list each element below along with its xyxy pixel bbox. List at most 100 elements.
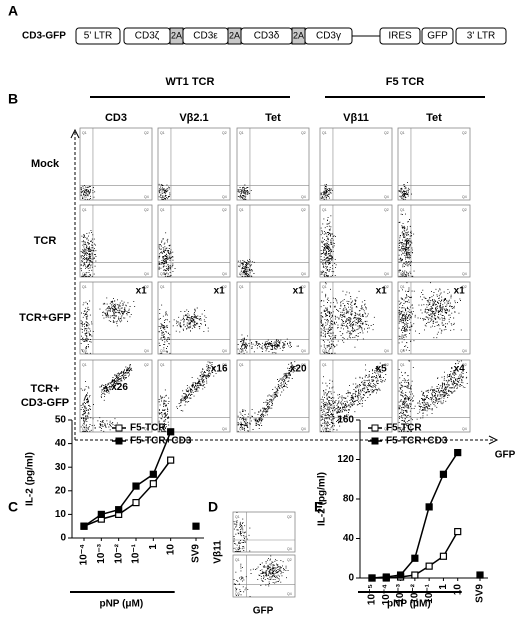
label: IRES [388, 31, 412, 42]
label: x26 [111, 382, 128, 393]
flow-plot [397, 127, 471, 201]
label: Q1 [239, 285, 244, 289]
label: Q2 [287, 558, 292, 562]
label: Q4 [301, 349, 306, 353]
label: Q2 [222, 131, 227, 135]
label: Q1 [400, 363, 405, 367]
label: 10 [452, 584, 463, 596]
label: F5 TCR [386, 76, 425, 88]
dot-cloud [80, 230, 97, 277]
marker [132, 482, 140, 490]
label: 10 [165, 544, 176, 556]
label: B [8, 91, 18, 107]
label: Q2 [287, 515, 292, 519]
label: Q1 [322, 363, 327, 367]
dot-cloud [398, 213, 415, 277]
label: A [8, 3, 18, 19]
label: IL-2 (pg/ml) [317, 472, 328, 526]
label: pNP (μM) [387, 599, 431, 610]
label: Q3 [400, 349, 405, 353]
label: Q2 [222, 285, 227, 289]
label: 2A [229, 30, 240, 40]
label: Q2 [462, 208, 467, 212]
label: 10⁻⁴ [381, 584, 392, 605]
label: Q3 [82, 349, 87, 353]
label: Q4 [222, 195, 227, 199]
label: IL-2 (pg/ml) [25, 452, 36, 506]
flow-plot [79, 127, 153, 201]
flow-plot [236, 127, 310, 201]
label: Q2 [144, 285, 149, 289]
dot-cloud [158, 361, 217, 432]
flow-plot [236, 204, 310, 278]
label: x1 [376, 285, 388, 296]
construct-box [75, 27, 121, 45]
label: 1 [438, 584, 449, 590]
label: Q1 [322, 131, 327, 135]
label: Q2 [144, 131, 149, 135]
dot-cloud [237, 184, 252, 200]
label: Q3 [322, 195, 327, 199]
marker [439, 552, 448, 560]
flow-plot [397, 359, 471, 433]
label: Q3 [160, 349, 165, 353]
label: x16 [211, 363, 228, 374]
legend-marker [115, 437, 123, 445]
label: Q1 [235, 515, 240, 519]
label: Q4 [384, 195, 389, 199]
label: Q2 [222, 363, 227, 367]
arrow [488, 435, 499, 445]
label: F5-TCR+CD3 [130, 436, 192, 447]
label: Q3 [160, 427, 165, 431]
marker [396, 571, 405, 579]
label: D [208, 499, 218, 515]
marker [149, 480, 157, 488]
label: Q1 [82, 363, 87, 367]
label: Vβ11 [343, 112, 369, 124]
label: CD3ζ [135, 31, 160, 42]
label: 1 [148, 544, 159, 550]
label: CD3γ [316, 31, 341, 42]
label: Q4 [301, 195, 306, 199]
label: Q2 [301, 285, 306, 289]
label: Q3 [235, 592, 240, 596]
marker [425, 562, 433, 570]
marker [382, 573, 390, 581]
label: Q4 [144, 195, 149, 199]
flow-plot [236, 281, 310, 355]
label: SV9 [191, 544, 202, 563]
label: Q3 [322, 427, 327, 431]
dot-cloud [80, 184, 96, 200]
label: Tet [426, 112, 442, 124]
label: Q2 [301, 131, 306, 135]
label: SV9 [475, 584, 486, 603]
label: Q2 [384, 363, 389, 367]
label: 10⁻¹ [131, 543, 142, 563]
dot-cloud [398, 360, 468, 432]
label: Q2 [144, 363, 149, 367]
label: x1 [293, 285, 305, 296]
marker [425, 503, 433, 511]
marker [97, 510, 105, 518]
dot-cloud [237, 361, 299, 432]
label: 10⁻¹ [424, 583, 435, 603]
label: TCR [34, 235, 57, 247]
flow-plot [79, 281, 153, 355]
marker [167, 428, 175, 436]
label: Q1 [400, 285, 405, 289]
construct-box [304, 27, 353, 45]
label: 160 [337, 415, 354, 426]
label: Q4 [462, 349, 467, 353]
label: Q1 [82, 131, 87, 135]
label: F5-TCR [386, 423, 422, 434]
label: x1 [136, 285, 148, 296]
label: TCR+GFP [19, 312, 71, 324]
label: F5-TCR+CD3 [386, 436, 448, 447]
flow-plot [157, 127, 231, 201]
dot-cloud [320, 215, 337, 277]
label: 10⁻² [409, 583, 420, 603]
label: WT1 TCR [166, 76, 215, 88]
flow-plot [319, 127, 393, 201]
marker [368, 574, 376, 582]
